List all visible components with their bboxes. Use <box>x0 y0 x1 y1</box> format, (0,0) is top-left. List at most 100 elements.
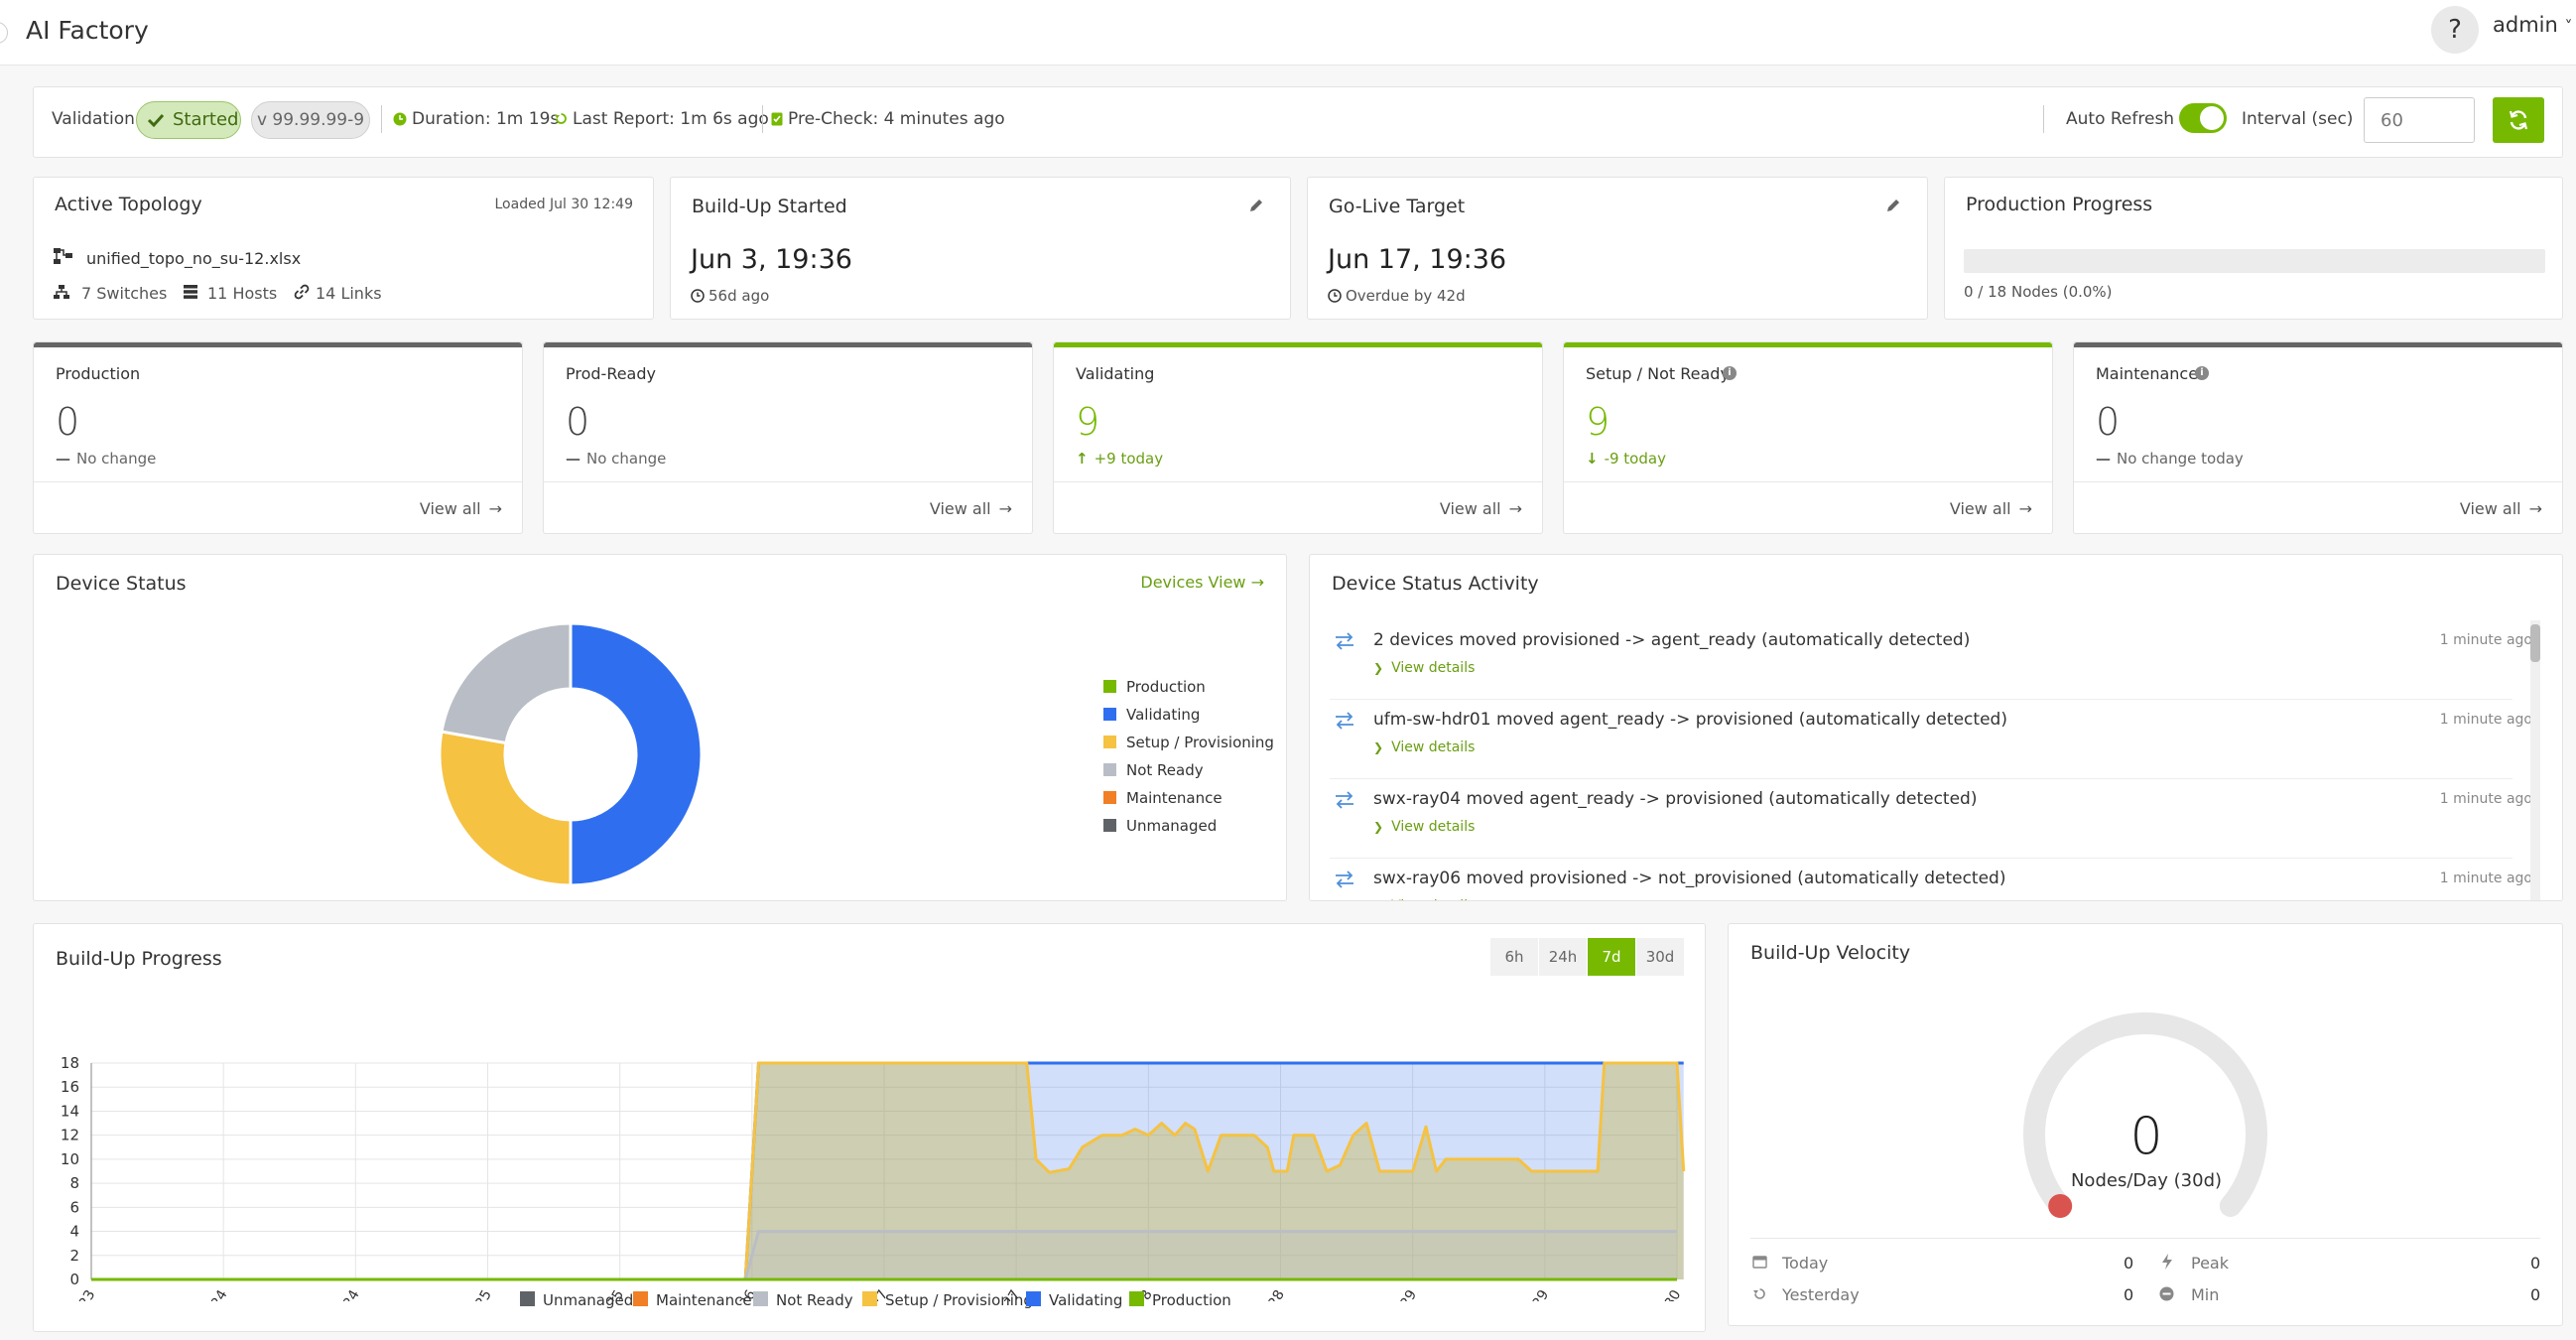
activity-time: 1 minute ago <box>2439 791 2532 807</box>
chevron-down-icon: ˅ <box>2564 17 2573 36</box>
legend-item[interactable]: Not Ready <box>753 1291 853 1309</box>
legend-label: Unmanaged <box>1126 817 1218 835</box>
view-details-link[interactable]: ❯ View details <box>1373 898 1475 900</box>
back-icon[interactable] <box>0 22 8 44</box>
arrow-right-icon: → <box>1250 573 1264 592</box>
x-tick-label: Jul 29 <box>1386 1287 1420 1301</box>
divider <box>381 105 382 133</box>
edit-icon[interactable] <box>1248 198 1264 213</box>
range-24h-button[interactable]: 24h <box>1539 938 1587 976</box>
view-details-link[interactable]: ❯ View details <box>1373 739 1475 755</box>
legend-item[interactable]: Setup / Provisioning <box>1103 734 1274 751</box>
card-title: Production Progress <box>1966 194 2153 215</box>
go-live-overdue: Overdue by 42d <box>1346 287 1466 305</box>
card-title: Build-Up Progress <box>56 948 222 970</box>
arrow-down-icon: ↓ <box>1586 450 1599 468</box>
loaded-timestamp: Loaded Jul 30 12:49 <box>494 197 634 212</box>
activity-time: 1 minute ago <box>2439 871 2532 886</box>
activity-item: swx-ray06 moved provisioned -> not_provi… <box>1330 859 2532 900</box>
info-icon[interactable]: i <box>2195 366 2209 380</box>
duration-text: Duration: 1m 19s <box>412 109 560 129</box>
legend-item[interactable]: Unmanaged <box>520 1291 633 1309</box>
active-topology-card: Active Topology Loaded Jul 30 12:49 unif… <box>33 177 654 320</box>
view-all-link[interactable]: View all → <box>420 499 502 518</box>
view-details-link[interactable]: ❯ View details <box>1373 819 1475 835</box>
history-icon <box>555 113 567 124</box>
divider <box>762 105 763 133</box>
range-30d-button[interactable]: 30d <box>1636 938 1684 976</box>
legend-label: Validating <box>1126 706 1201 724</box>
donut-slice-not-ready[interactable] <box>440 621 573 745</box>
activity-item: 2 devices moved provisioned -> agent_rea… <box>1330 620 2532 700</box>
legend-label: Not Ready <box>776 1291 853 1309</box>
scrollbar-track[interactable] <box>2530 620 2540 900</box>
chevron-right-icon: ❯ <box>1373 820 1384 834</box>
y-tick-label: 14 <box>61 1102 79 1120</box>
topology-file[interactable]: unified_topo_no_su-12.xlsx <box>86 249 302 268</box>
legend-item[interactable]: Validating <box>1103 706 1200 724</box>
auto-refresh-toggle[interactable] <box>2179 103 2227 133</box>
legend-item[interactable]: Unmanaged <box>1103 817 1217 835</box>
kpi-change: — No change <box>56 450 156 468</box>
version-badge: v 99.99.99-9 <box>251 101 370 139</box>
area-setup-provisioning <box>91 1063 1684 1279</box>
help-button[interactable]: ? <box>2431 6 2479 54</box>
legend-label: Unmanaged <box>543 1291 634 1309</box>
min-label: Min <box>2191 1285 2220 1304</box>
kpi-change-text: +9 today <box>1094 450 1164 468</box>
chevron-right-icon: ❯ <box>1373 740 1384 754</box>
scrollbar-thumb[interactable] <box>2530 624 2540 662</box>
dash-icon: — <box>56 450 70 468</box>
refresh-button[interactable] <box>2493 97 2544 143</box>
view-all-link[interactable]: View all → <box>1950 499 2032 518</box>
activity-time: 1 minute ago <box>2439 712 2532 728</box>
series-line-setup-provisioning[interactable] <box>91 1061 1686 1281</box>
devices-view-label: Devices View <box>1140 573 1246 592</box>
dash-icon: — <box>566 450 580 468</box>
kpi-title: Setup / Not Ready <box>1586 364 1730 383</box>
devices-view-link[interactable]: Devices View → <box>1140 573 1264 592</box>
velocity-unit: Nodes/Day (30d) <box>2070 1170 2223 1191</box>
clock-icon <box>393 112 407 126</box>
legend-item[interactable]: Maintenance <box>633 1291 752 1309</box>
check-icon <box>147 113 165 128</box>
clock-icon <box>691 289 705 303</box>
min-value: 0 <box>2530 1285 2541 1304</box>
donut-slice-setup-provisioning[interactable] <box>438 730 573 887</box>
legend-swatch <box>1103 680 1116 693</box>
kpi-title: Maintenance <box>2096 364 2199 383</box>
legend-swatch <box>1103 736 1116 748</box>
yesterday-value: 0 <box>2124 1285 2134 1304</box>
legend-swatch <box>862 1291 877 1306</box>
view-all-link[interactable]: View all → <box>2460 499 2542 518</box>
user-menu[interactable]: admin ˅ <box>2493 13 2573 37</box>
legend-item[interactable]: Not Ready <box>1103 761 1204 779</box>
range-7d-button[interactable]: 7d <box>1588 938 1635 976</box>
kpi-card: Prod-Ready 0 — No change View all → <box>543 341 1033 534</box>
status-badge-label: Started <box>173 109 239 130</box>
legend-item[interactable]: Maintenance <box>1103 789 1223 807</box>
y-tick-label: 0 <box>69 1271 79 1288</box>
card-title: Device Status <box>56 573 187 595</box>
interval-input[interactable] <box>2364 97 2475 143</box>
arrow-right-icon: → <box>2018 499 2032 518</box>
view-details-link[interactable]: ❯ View details <box>1373 660 1475 676</box>
edit-icon[interactable] <box>1885 198 1901 213</box>
donut-slice-validating[interactable] <box>569 621 704 887</box>
transfer-icon <box>1334 712 1355 734</box>
legend-item[interactable]: Validating <box>1026 1291 1122 1309</box>
view-all-link[interactable]: View all → <box>930 499 1012 518</box>
device-status-card: Device Status Devices View → Production V… <box>33 554 1287 901</box>
legend-item[interactable]: Production <box>1129 1291 1231 1309</box>
auto-refresh-label: Auto Refresh <box>2066 109 2175 129</box>
legend-item[interactable]: Setup / Provisioning <box>862 1291 1033 1309</box>
top-bar: AI Factory ? admin ˅ <box>0 0 2576 66</box>
range-6h-button[interactable]: 6h <box>1490 938 1538 976</box>
legend-swatch <box>1103 763 1116 776</box>
legend-item[interactable]: Production <box>1103 678 1206 696</box>
buildup-started-date: Jun 3, 19:36 <box>691 244 852 275</box>
info-icon[interactable]: i <box>1723 366 1737 380</box>
area-validating <box>91 1063 1684 1279</box>
legend-swatch <box>1103 791 1116 804</box>
view-all-link[interactable]: View all → <box>1440 499 1522 518</box>
